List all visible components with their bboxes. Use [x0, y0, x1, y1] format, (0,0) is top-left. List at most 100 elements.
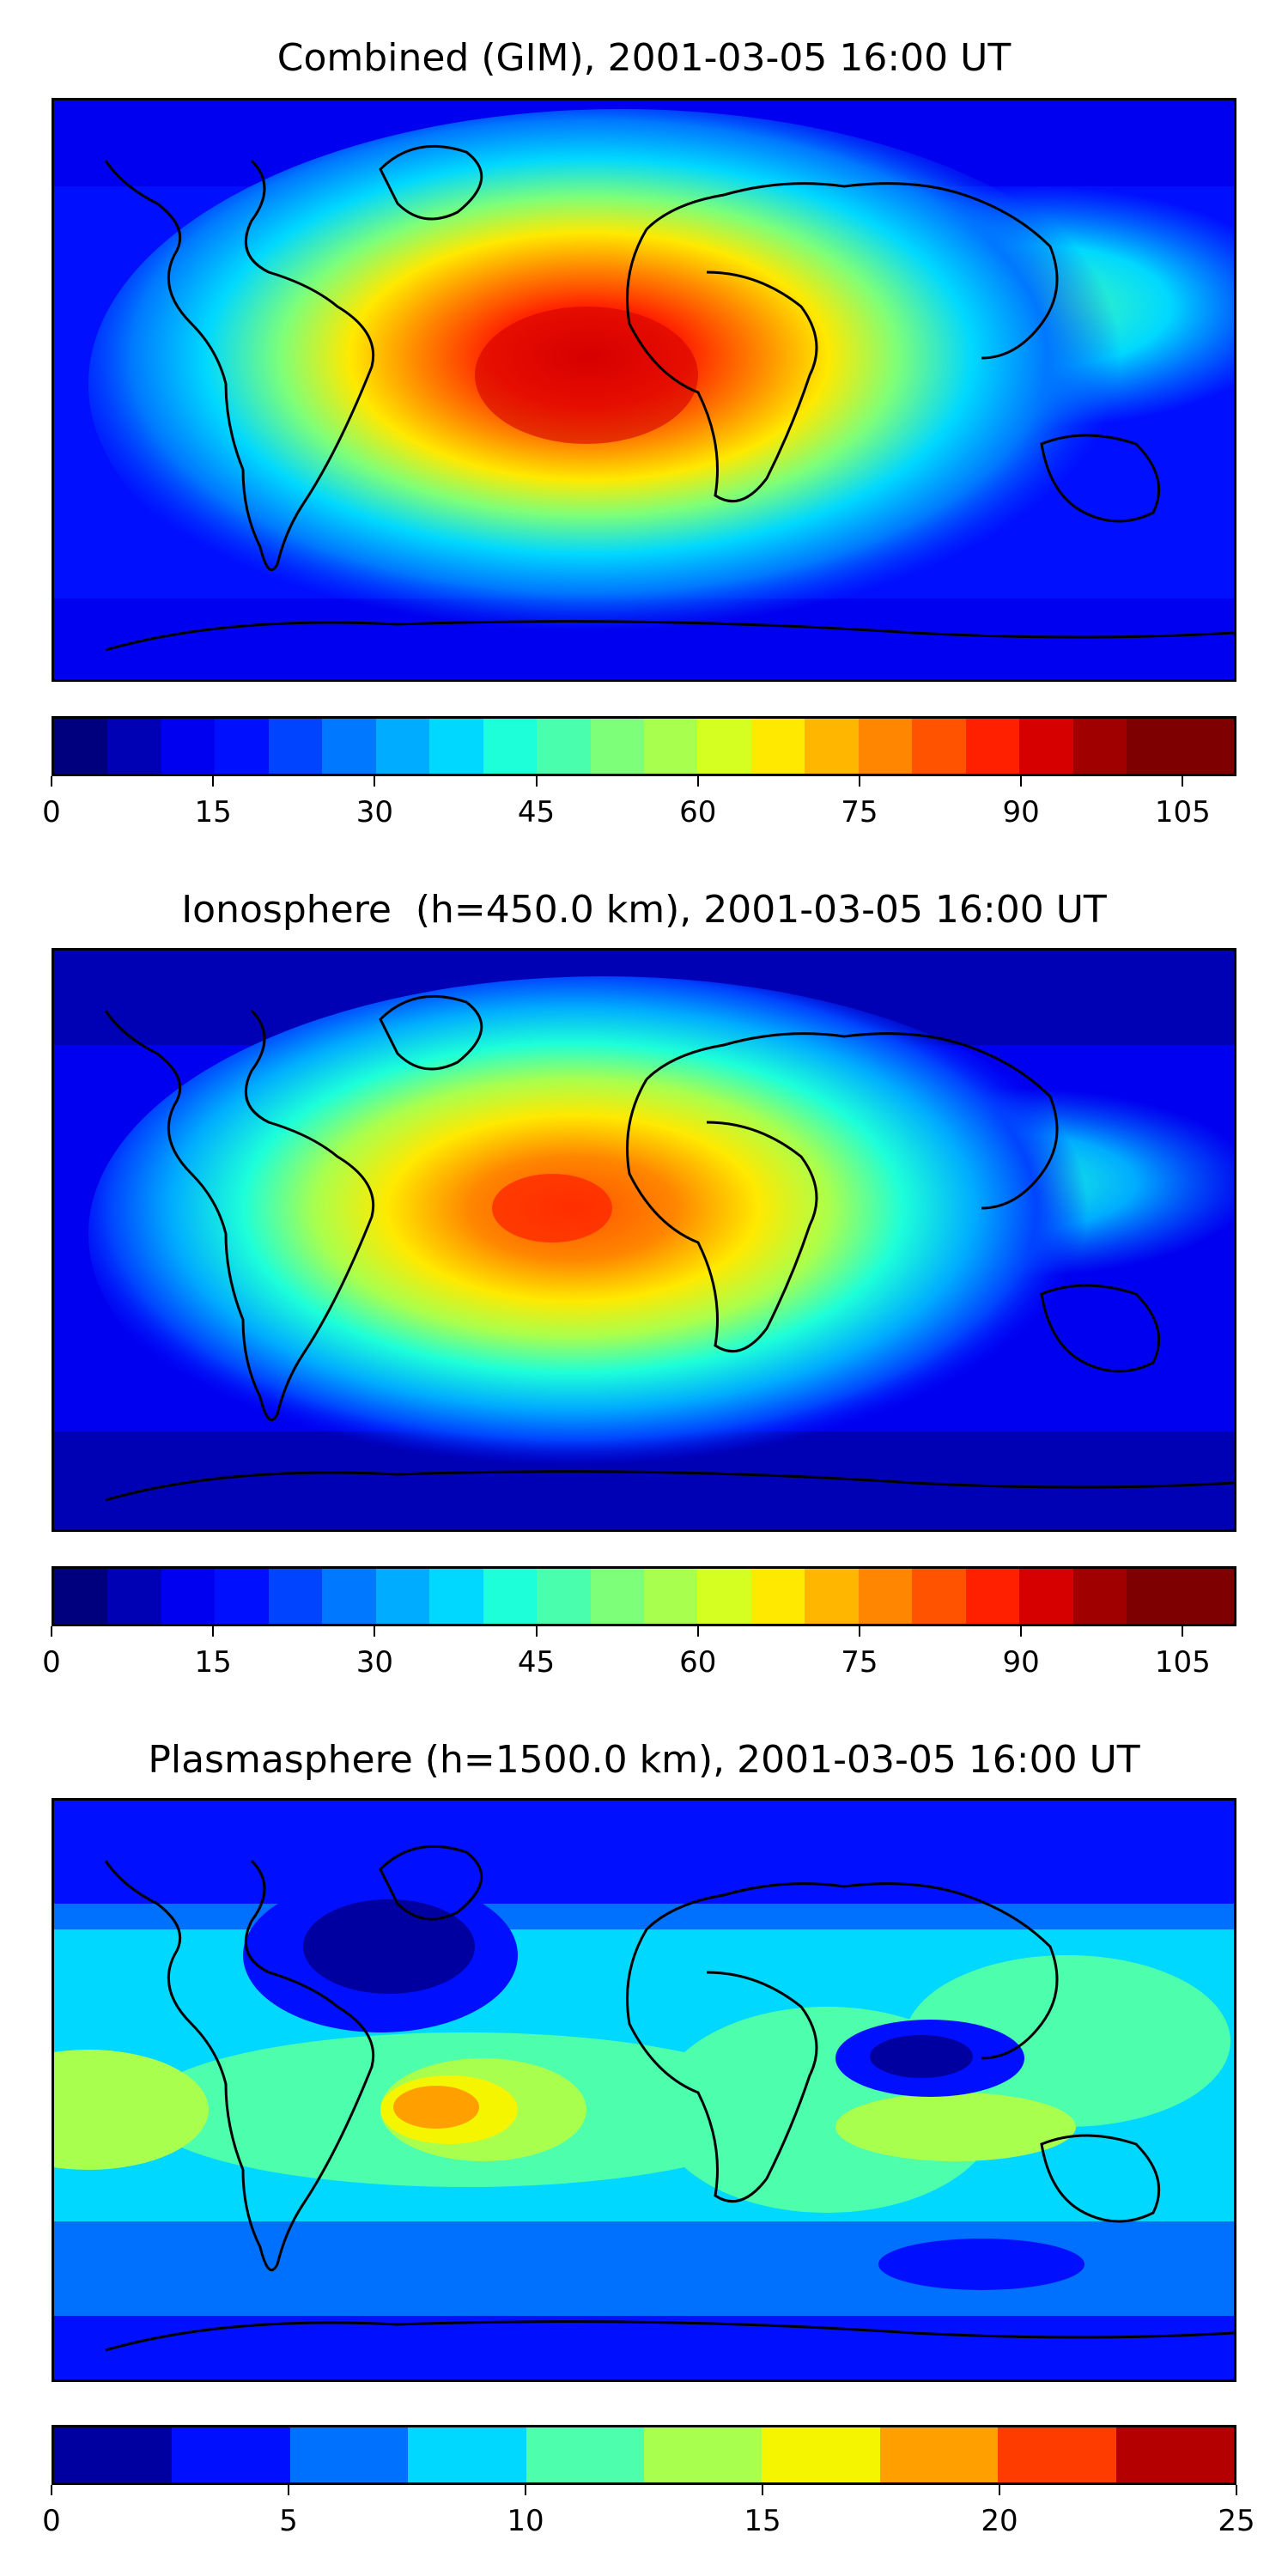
colorbar-segment: [1180, 1569, 1234, 1624]
colorbar-ionosphere: [52, 1566, 1236, 1626]
map-plasmasphere-svg: [54, 1801, 1234, 2379]
map-combined: [52, 98, 1236, 682]
colorbar-tick: [762, 2485, 763, 2495]
colorbar-ticks-combined: 0 15 30 45 60 75 90 105: [42, 776, 1236, 829]
colorbar-tick: [999, 2485, 1000, 2495]
colorbar-tick-label: 25: [1218, 2504, 1255, 2538]
colorbar-tick: [212, 1626, 215, 1637]
colorbar-segment: [537, 719, 591, 774]
colorbar-tick-label: 15: [744, 2504, 781, 2538]
colorbar-tick: [51, 776, 52, 787]
colorbar-tick-label: 5: [279, 2504, 298, 2538]
colorbar-ticks-ionosphere: 0 15 30 45 60 75 90 105: [42, 1626, 1236, 1680]
coastlines: [104, 1844, 1234, 2352]
map-plasmasphere: [52, 1798, 1236, 2382]
colorbar-segment: [643, 1569, 698, 1624]
colorbar-tick: [1182, 1626, 1184, 1637]
colorbar-tick: [51, 1626, 52, 1637]
colorbar-tick: [525, 2485, 526, 2495]
colorbar-segment: [1072, 719, 1127, 774]
colorbar-tick: [374, 776, 376, 787]
colorbar-tick-label: 20: [981, 2504, 1018, 2538]
coastlines: [104, 144, 1234, 652]
colorbar-ticks-plasmasphere: 0 5 10 15 20 25: [42, 2485, 1255, 2538]
colorbar-segment: [1180, 719, 1234, 774]
map-combined-svg: [54, 100, 1234, 679]
colorbar-tick-label: 45: [517, 1645, 556, 1680]
colorbar-tick-label: 75: [841, 795, 878, 829]
colorbar-segment: [858, 1569, 913, 1624]
colorbar-segment: [1019, 719, 1073, 774]
colorbar-tick-label: 75: [841, 1645, 878, 1680]
colorbar-segment: [998, 2427, 1116, 2482]
colorbar-tick: [212, 776, 215, 787]
map-ionosphere-svg: [54, 951, 1234, 1529]
colorbar-segment: [322, 719, 376, 774]
colorbar-segment: [375, 719, 430, 774]
colorbar-segment: [644, 2427, 762, 2482]
colorbar-segment: [322, 1569, 376, 1624]
panel-title-combined: Combined (GIM), 2001-03-05 16:00 UT: [276, 36, 1012, 80]
colorbar-segment: [483, 1569, 538, 1624]
colorbar-segment: [54, 719, 108, 774]
colorbar-combined: [52, 716, 1236, 776]
colorbar-segment: [268, 1569, 323, 1624]
colorbar-segment: [1127, 719, 1181, 774]
colorbar-segment: [912, 1569, 966, 1624]
colorbar-tick: [858, 1626, 860, 1637]
colorbar-segment: [590, 1569, 644, 1624]
colorbar-tick-label: 30: [355, 795, 393, 829]
panel-title-plasmasphere: Plasmasphere (h=1500.0 km), 2001-03-05 1…: [148, 1738, 1140, 1782]
colorbar-tick-label: 15: [194, 795, 232, 829]
colorbar-segment: [289, 2427, 409, 2482]
colorbar-tick-label: 60: [679, 1645, 717, 1680]
colorbar-segment: [408, 2427, 526, 2482]
colorbar-segment: [54, 2427, 173, 2482]
map-ionosphere: [52, 948, 1236, 1532]
coastlines: [104, 994, 1234, 1502]
colorbar-segment: [526, 2427, 645, 2482]
colorbar-segment: [762, 2427, 880, 2482]
colorbar-tick: [696, 776, 699, 787]
colorbar-tick-label: 90: [1002, 1645, 1040, 1680]
colorbar-segment: [107, 719, 161, 774]
colorbar-segment: [1019, 1569, 1073, 1624]
colorbar-segment: [697, 719, 751, 774]
colorbar-segment: [107, 1569, 161, 1624]
colorbar-segment: [215, 719, 269, 774]
colorbar-segment: [879, 2427, 999, 2482]
colorbar-tick: [374, 1626, 376, 1637]
colorbar-tick-label: 15: [194, 1645, 232, 1680]
colorbar-segment: [697, 1569, 751, 1624]
colorbar-tick-label: 60: [679, 795, 717, 829]
colorbar-tick: [535, 776, 538, 787]
colorbar-tick-label: 105: [1154, 795, 1211, 829]
colorbar-tick-label: 90: [1002, 795, 1040, 829]
colorbar-tick: [1020, 1626, 1023, 1637]
colorbar-segment: [1127, 1569, 1181, 1624]
colorbar-plasmasphere: [52, 2425, 1236, 2485]
colorbar-tick: [288, 2485, 289, 2495]
colorbar-segment: [643, 719, 698, 774]
colorbar-segment: [429, 719, 483, 774]
colorbar-tick: [858, 776, 860, 787]
colorbar-segment: [161, 1569, 216, 1624]
colorbar-tick-label: 45: [517, 795, 556, 829]
colorbar-segment: [805, 1569, 859, 1624]
colorbar-segment: [1072, 1569, 1127, 1624]
colorbar-tick: [696, 1626, 699, 1637]
colorbar-segment: [172, 2427, 290, 2482]
colorbar-segment: [375, 1569, 430, 1624]
colorbar-segment: [805, 719, 859, 774]
colorbar-segment: [1115, 2427, 1235, 2482]
colorbar-tick-label: 10: [507, 2504, 544, 2538]
colorbar-segment: [537, 1569, 591, 1624]
colorbar-tick: [1236, 2485, 1237, 2495]
colorbar-tick: [1020, 776, 1023, 787]
colorbar-segment: [590, 719, 644, 774]
colorbar-segment: [54, 1569, 108, 1624]
colorbar-segment: [429, 1569, 483, 1624]
colorbar-segment: [750, 719, 805, 774]
colorbar-segment: [268, 719, 323, 774]
panel-title-ionosphere: Ionosphere (h=450.0 km), 2001-03-05 16:0…: [181, 888, 1107, 932]
